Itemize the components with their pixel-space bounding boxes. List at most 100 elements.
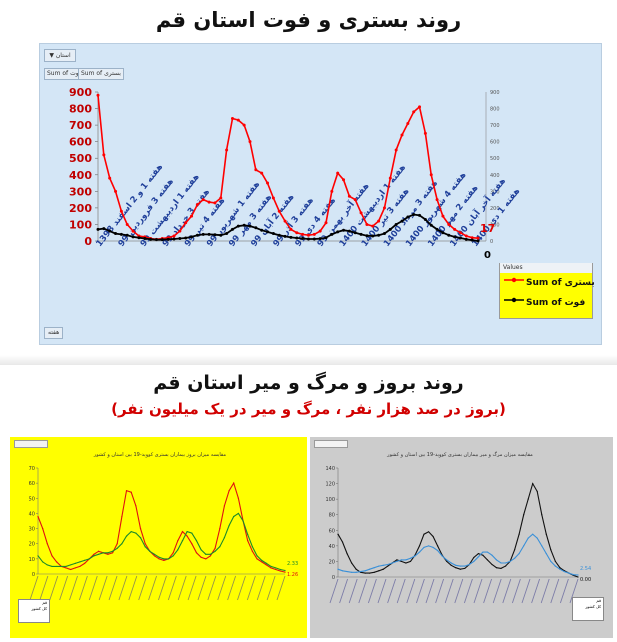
data-point-death-43 bbox=[347, 229, 351, 233]
incidence-x-tick-mark-25 bbox=[276, 575, 286, 601]
incidence-x-tick-mark-21 bbox=[237, 575, 246, 601]
mortality-point-country-18 bbox=[418, 551, 421, 553]
province-filter-button[interactable]: استان ▼ bbox=[44, 49, 76, 62]
incidence-point-province-2 bbox=[46, 543, 48, 545]
mortality-point-country-31 bbox=[477, 556, 479, 558]
data-point-death-32 bbox=[283, 234, 287, 238]
data-point-hospitalized-59 bbox=[441, 214, 445, 218]
data-point-death-59 bbox=[441, 231, 445, 235]
y-axis-tick-label-8: 800 bbox=[69, 103, 92, 116]
week-filter-button[interactable]: هفته bbox=[44, 327, 64, 339]
data-point-death-44 bbox=[353, 231, 357, 235]
y-axis-tick-label-2: 200 bbox=[69, 202, 92, 215]
incidence-series-line-province bbox=[37, 481, 286, 573]
incidence-point-province-49 bbox=[265, 564, 267, 566]
incidence-point-province-4 bbox=[56, 561, 58, 563]
mortality-point-country-53 bbox=[577, 574, 579, 576]
field-tag-hospitalized[interactable]: Sum of بستری bbox=[78, 68, 124, 80]
incidence-point-country-35 bbox=[200, 549, 202, 551]
data-point-hospitalized-54 bbox=[412, 110, 416, 114]
data-point-hospitalized-60 bbox=[447, 222, 451, 226]
data-point-hospitalized-15 bbox=[184, 221, 188, 225]
data-point-hospitalized-28 bbox=[260, 171, 264, 175]
mortality-point-country-6 bbox=[364, 570, 366, 572]
incidence-point-country-20 bbox=[130, 531, 132, 533]
data-point-death-30 bbox=[271, 232, 275, 236]
incidence-point-province-8 bbox=[74, 567, 76, 569]
mortality-point-province-36 bbox=[500, 567, 502, 570]
incidence-line-chart: 0 10 20 30 40 50 60 70 2.33 1.26 bbox=[29, 466, 298, 601]
data-point-hospitalized-62 bbox=[458, 231, 462, 235]
data-point-death-48 bbox=[377, 233, 381, 237]
data-point-death-37 bbox=[312, 237, 316, 241]
data-point-hospitalized-55 bbox=[418, 105, 422, 109]
mortality-legend-country: کل کشور bbox=[585, 604, 601, 609]
data-point-death-45 bbox=[359, 232, 363, 236]
mortality-point-country-39 bbox=[514, 557, 516, 559]
mortality-point-country-26 bbox=[455, 564, 457, 566]
mortality-chart-panel: مقایسه میزان مرگ و میر بیماران بستری کوو… bbox=[310, 437, 613, 638]
incidence-x-tick-mark-11 bbox=[138, 575, 148, 601]
mortality-y-tick-label-3: 60 bbox=[329, 528, 335, 534]
incidence-point-country-9 bbox=[79, 561, 81, 563]
incidence-x-tick-mark-1 bbox=[39, 575, 49, 601]
data-point-hospitalized-19 bbox=[207, 200, 211, 204]
incidence-point-country-2 bbox=[46, 564, 48, 566]
mortality-chart-title: مقایسه میزان مرگ و میر بیماران بستری کوو… bbox=[387, 452, 533, 458]
mortality-point-country-35 bbox=[495, 559, 498, 561]
data-point-death-7 bbox=[137, 236, 141, 240]
data-point-death-4 bbox=[119, 232, 123, 236]
mortality-point-province-33 bbox=[486, 559, 489, 561]
data-point-death-0 bbox=[96, 227, 100, 231]
legend-black-line-icon bbox=[504, 297, 524, 303]
incidence-y-tick-label-2: 20 bbox=[29, 542, 35, 548]
mortality-x-tick-mark-1 bbox=[339, 578, 349, 604]
mortality-point-country-38 bbox=[509, 560, 511, 563]
incidence-y-tick-label-0: 0 bbox=[32, 572, 35, 578]
incidence-chart-tab[interactable] bbox=[14, 440, 48, 448]
mortality-point-province-45 bbox=[541, 514, 543, 516]
mortality-point-country-2 bbox=[346, 570, 348, 573]
data-point-death-58 bbox=[435, 227, 439, 231]
data-point-death-53 bbox=[406, 215, 410, 219]
data-point-hospitalized-43 bbox=[347, 194, 351, 198]
incidence-point-country-21 bbox=[135, 532, 137, 534]
data-point-hospitalized-0 bbox=[96, 93, 100, 97]
incidence-x-tick-mark-15 bbox=[177, 575, 187, 601]
data-point-death-57 bbox=[429, 223, 433, 227]
data-point-hospitalized-64 bbox=[470, 236, 474, 240]
incidence-point-province-21 bbox=[135, 505, 137, 507]
mortality-x-tick-mark-5 bbox=[377, 578, 387, 604]
data-point-hospitalized-27 bbox=[254, 168, 258, 172]
data-point-death-55 bbox=[418, 213, 422, 217]
data-point-death-33 bbox=[289, 235, 293, 239]
incidence-point-country-52 bbox=[279, 568, 281, 571]
y2-axis-tick-label-3: 300 bbox=[490, 189, 500, 195]
data-point-hospitalized-25 bbox=[242, 123, 246, 127]
incidence-x-tick-mark-22 bbox=[246, 575, 256, 601]
mortality-point-province-28 bbox=[464, 567, 466, 570]
incidence-point-province-35 bbox=[200, 556, 202, 558]
mortality-point-country-10 bbox=[382, 564, 384, 566]
incidence-point-province-53 bbox=[284, 571, 286, 573]
incidence-chart-legend: قم کل کشور bbox=[18, 599, 50, 623]
incidence-point-province-38 bbox=[214, 547, 216, 549]
incidence-x-tick-mark-23 bbox=[256, 575, 266, 601]
incidence-x-tick-mark-3 bbox=[59, 575, 69, 601]
mortality-point-province-20 bbox=[427, 531, 430, 533]
field-tag-death[interactable]: Sum of فوت bbox=[44, 68, 85, 80]
incidence-point-country-5 bbox=[60, 565, 62, 568]
mortality-x-tick-mark-13 bbox=[454, 578, 464, 604]
incidence-point-province-1 bbox=[42, 527, 44, 530]
incidence-point-country-46 bbox=[251, 546, 253, 548]
data-point-death-15 bbox=[184, 236, 188, 240]
mortality-x-tick-mark-20 bbox=[521, 578, 531, 604]
incidence-point-country-11 bbox=[88, 558, 90, 560]
last-value-death: 0 bbox=[484, 250, 491, 261]
province-filter-label: استان bbox=[55, 52, 71, 59]
mortality-chart-tab[interactable] bbox=[314, 440, 348, 448]
data-point-hospitalized-42 bbox=[342, 178, 346, 182]
y2-axis-tick-label-6: 600 bbox=[490, 140, 500, 146]
incidence-end-label-1: 1.26 bbox=[287, 572, 298, 578]
legend-label-hospitalized: Sum of بستری bbox=[526, 278, 595, 288]
